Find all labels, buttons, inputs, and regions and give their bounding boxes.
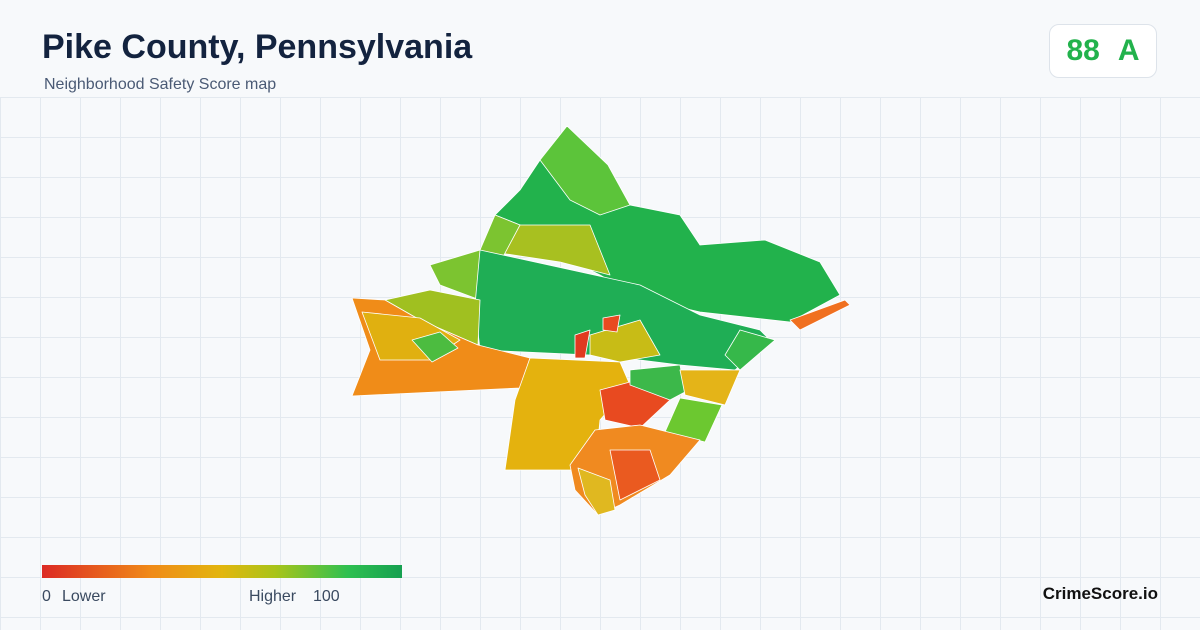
- region: [577, 467, 616, 516]
- subtitle: Neighborhood Safety Score map: [44, 76, 277, 93]
- legend-min: 0: [42, 588, 51, 605]
- brand: CrimeScore.io: [1042, 584, 1158, 603]
- region: [539, 125, 631, 216]
- legend-high-label: Higher: [249, 588, 297, 605]
- score-value: 88: [1066, 34, 1100, 67]
- region: [789, 299, 851, 331]
- region: [664, 397, 723, 443]
- title: Pike County, Pennsylvania: [42, 28, 473, 66]
- region: [411, 331, 459, 363]
- legend-max: 100: [313, 588, 340, 605]
- region: [724, 329, 776, 371]
- region: [474, 249, 771, 371]
- region: [629, 364, 686, 401]
- score-badge: 88 A: [1049, 24, 1157, 78]
- region: [679, 369, 741, 406]
- score-grade: A: [1117, 34, 1140, 67]
- legend-low-label: Lower: [62, 588, 106, 605]
- region: [609, 449, 661, 501]
- region: [574, 329, 591, 359]
- region: [602, 314, 621, 333]
- legend-gradient: [42, 565, 402, 578]
